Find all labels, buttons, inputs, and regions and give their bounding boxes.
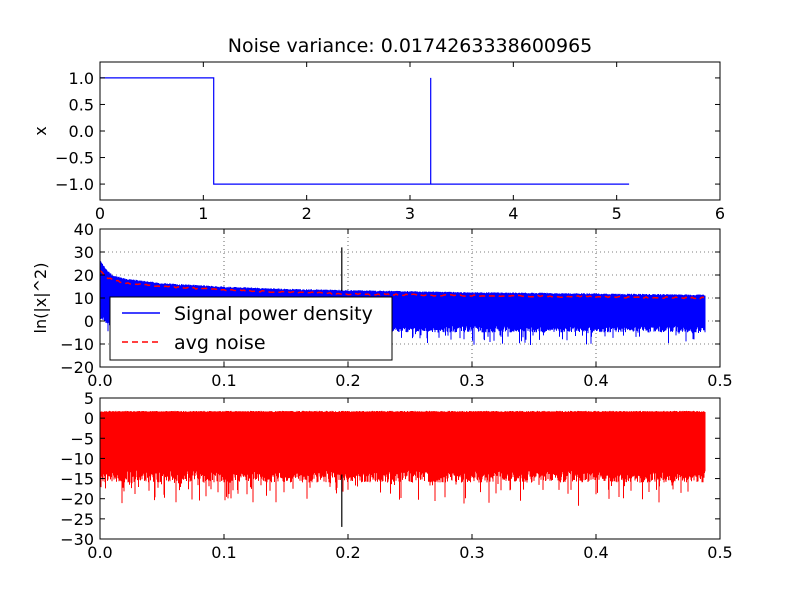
y-tick-label: 40: [74, 220, 94, 239]
legend-label-1: avg noise: [174, 332, 266, 354]
y-tick-label: −10: [60, 335, 94, 354]
x-tick-label: 0.3: [459, 371, 484, 390]
y-tick-label: 1.0: [69, 69, 94, 88]
x-tick-label: 4: [508, 204, 518, 223]
panel-time-domain: 0 1 2 3 4 5 6 1.0 0.5 0.0 −0.5 −1.0 x: [31, 61, 725, 223]
y-tick-label: −20: [60, 490, 94, 509]
x-tick-label: 0.0: [87, 543, 112, 562]
plot-area: [100, 410, 706, 527]
axes-frame: [99, 397, 721, 540]
x-tick-label: 6: [715, 204, 725, 223]
y-tick-label: −1.0: [55, 175, 94, 194]
x-tick-label: 2: [302, 204, 312, 223]
y-tick-label: −10: [60, 449, 94, 468]
legend-box: [109, 296, 393, 361]
figure-title: Noise variance: 0.0174263338600965: [228, 35, 593, 57]
y-tick-label: 0.0: [69, 122, 94, 141]
x-tick-label: 0.1: [211, 543, 236, 562]
y-tick-label: 0: [84, 409, 94, 428]
x-tick-label: 0: [95, 204, 105, 223]
y-axis-label: x: [31, 126, 50, 135]
y-tick-label: −30: [60, 530, 94, 549]
y-tick-label: 5: [84, 389, 94, 408]
x-tick-label: 0.4: [583, 371, 608, 390]
y-tick-label: 0: [84, 312, 94, 331]
x-tick-label: 0.0: [87, 371, 112, 390]
y-tick-label: −5: [70, 429, 94, 448]
y-tick-label: 0.5: [69, 95, 94, 114]
legend: Signal power density avg noise: [109, 296, 393, 361]
plot-area: [100, 77, 630, 185]
x-tick-label: 1: [198, 204, 208, 223]
x-tick-label: 0.5: [707, 543, 732, 562]
legend-label-0: Signal power density: [174, 303, 373, 325]
x-tick-label: 0.2: [335, 543, 360, 562]
y-tick-label: 10: [74, 289, 94, 308]
x-tick-label: 3: [405, 204, 415, 223]
y-tick-label: −20: [60, 358, 94, 377]
y-tick-label: 20: [74, 266, 94, 285]
x-tick-label: 0.2: [335, 371, 360, 390]
y-tick-label: −0.5: [55, 149, 94, 168]
x-tick-label: 0.4: [583, 543, 608, 562]
x-tick-label: 5: [612, 204, 622, 223]
x-tick-label: 0.3: [459, 543, 484, 562]
panel-noise-spectrum: 0.0 0.1 0.2 0.3 0.4 0.5 50−5−10 −15−20−25−30: [60, 389, 732, 562]
axes-frame: [99, 61, 721, 201]
x-tick-label: 0.1: [211, 371, 236, 390]
x-tick-label: 0.5: [707, 371, 732, 390]
y-tick-label: 30: [74, 243, 94, 262]
y-tick-label: −25: [60, 510, 94, 529]
series-line-0: [100, 77, 630, 185]
panel-power-spectrum: 0.0 0.1 0.2 0.3 0.4 0.5 40 30 20 10 0 −10 −20 ln(|x|^…: [31, 220, 733, 390]
y-tick-label: −15: [60, 470, 94, 489]
series-band-0: [100, 410, 706, 506]
y-axis-label: ln(|x|^2): [31, 263, 50, 334]
